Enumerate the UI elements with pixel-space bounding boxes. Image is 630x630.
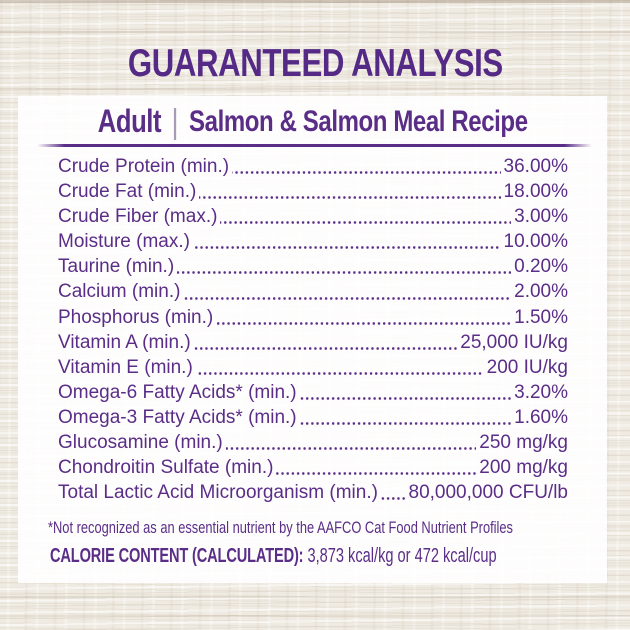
nutrient-row: Calcium (min.) 2.00%	[58, 279, 568, 304]
nutrient-label: Moisture (max.)	[58, 231, 190, 253]
nutrient-value: 0.20%	[514, 256, 568, 278]
analysis-panel: Adult | Salmon & Salmon Meal Recipe Crud…	[18, 96, 607, 583]
calorie-label: CALORIE CONTENT (CALCULATED):	[50, 545, 304, 568]
dot-leader	[299, 422, 512, 426]
subtitle-divider: |	[171, 102, 179, 141]
nutrient-label: Calcium (min.)	[58, 281, 181, 303]
footnote-text: *Not recognized as an essential nutrient…	[48, 519, 513, 538]
nutrient-label: Crude Fiber (max.)	[58, 206, 218, 228]
dot-leader	[177, 271, 512, 275]
nutrient-value: 250 mg/kg	[479, 432, 568, 454]
nutrient-value: 200 IU/kg	[486, 356, 568, 378]
nutrient-value: 2.00%	[514, 281, 568, 303]
nutrient-value: 25,000 IU/kg	[460, 331, 568, 353]
nutrient-value: 3.20%	[514, 381, 568, 403]
nutrient-value: 10.00%	[503, 231, 568, 253]
nutrient-row: Crude Fat (min.) 18.00%	[58, 179, 568, 204]
nutrient-value: 36.00%	[503, 156, 568, 177]
recipe-subtitle-inner: Adult | Salmon & Salmon Meal Recipe	[98, 103, 528, 140]
nutrient-row: Omega-6 Fatty Acids* (min.) 3.20%	[58, 380, 568, 405]
nutrient-row: Chondroitin Sulfate (min.) 200 mg/kg	[58, 455, 568, 480]
dot-leader	[299, 396, 512, 400]
nutrient-label: Total Lactic Acid Microorganism (min.)	[58, 482, 378, 504]
nutrient-row: Crude Fiber (max.) 3.00%	[58, 204, 568, 229]
nutrient-label: Chondroitin Sulfate (min.)	[58, 457, 274, 479]
life-stage-label: Adult	[97, 103, 162, 139]
dot-leader	[195, 371, 484, 375]
nutrient-label: Crude Protein (min.)	[58, 156, 230, 177]
dot-leader	[199, 196, 501, 200]
dot-leader	[225, 447, 477, 451]
page-title-text: GUARANTEED ANALYSIS	[127, 42, 503, 85]
nutrient-value: 18.00%	[503, 181, 568, 203]
nutrient-row: Vitamin A (min.) 25,000 IU/kg	[58, 330, 568, 355]
dot-leader	[216, 321, 512, 325]
nutrient-label: Vitamin A (min.)	[58, 331, 191, 353]
nutrient-value: 1.50%	[514, 306, 568, 328]
nutrient-label: Omega-6 Fatty Acids* (min.)	[58, 381, 297, 403]
nutrient-label: Glucosamine (min.)	[58, 432, 223, 454]
dot-leader	[193, 346, 458, 350]
nutrient-value: 80,000,000 CFU/lb	[408, 482, 569, 504]
dot-leader	[220, 221, 512, 225]
nutrient-value: 200 mg/kg	[479, 457, 568, 479]
dot-leader	[232, 171, 501, 175]
nutrient-row: Glucosamine (min.) 250 mg/kg	[58, 430, 568, 455]
nutrient-value: 1.60%	[514, 406, 568, 428]
calorie-value: 3,873 kcal/kg or 472 kcal/cup	[307, 545, 497, 568]
nutrient-row: Crude Protein (min.) 36.00%	[58, 154, 568, 179]
calorie-content-inner: CALORIE CONTENT (CALCULATED): 3,873 kcal…	[50, 545, 497, 568]
nutrient-label: Taurine (min.)	[58, 256, 175, 278]
nutrient-value: 3.00%	[514, 206, 568, 228]
dot-leader	[380, 497, 406, 501]
nutrient-row: Taurine (min.) 0.20%	[58, 254, 568, 279]
nutrient-row: Vitamin E (min.) 200 IU/kg	[58, 355, 568, 380]
nutrient-label: Phosphorus (min.)	[58, 306, 214, 328]
dot-leader	[192, 246, 501, 250]
page-title: GUARANTEED ANALYSIS	[0, 42, 630, 86]
nutrient-label: Crude Fat (min.)	[58, 181, 197, 203]
nutrient-table: Crude Protein (min.) 36.00% Crude Fat (min…	[58, 154, 568, 505]
nutrient-row: Total Lactic Acid Microorganism (min.) 80…	[58, 480, 568, 505]
calorie-content: CALORIE CONTENT (CALCULATED): 3,873 kcal…	[50, 545, 607, 568]
dot-leader	[276, 472, 477, 476]
dot-leader	[183, 296, 512, 300]
horizontal-rule	[37, 144, 592, 147]
footnote: *Not recognized as an essential nutrient…	[48, 519, 607, 538]
recipe-name: Salmon & Salmon Meal Recipe	[188, 104, 528, 138]
nutrient-row: Omega-3 Fatty Acids* (min.) 1.60%	[58, 405, 568, 430]
recipe-subtitle: Adult | Salmon & Salmon Meal Recipe	[18, 103, 607, 140]
nutrient-label: Omega-3 Fatty Acids* (min.)	[58, 406, 297, 428]
nutrient-label: Vitamin E (min.)	[58, 356, 193, 378]
nutrient-row: Moisture (max.) 10.00%	[58, 229, 568, 254]
nutrient-row: Phosphorus (min.) 1.50%	[58, 305, 568, 330]
